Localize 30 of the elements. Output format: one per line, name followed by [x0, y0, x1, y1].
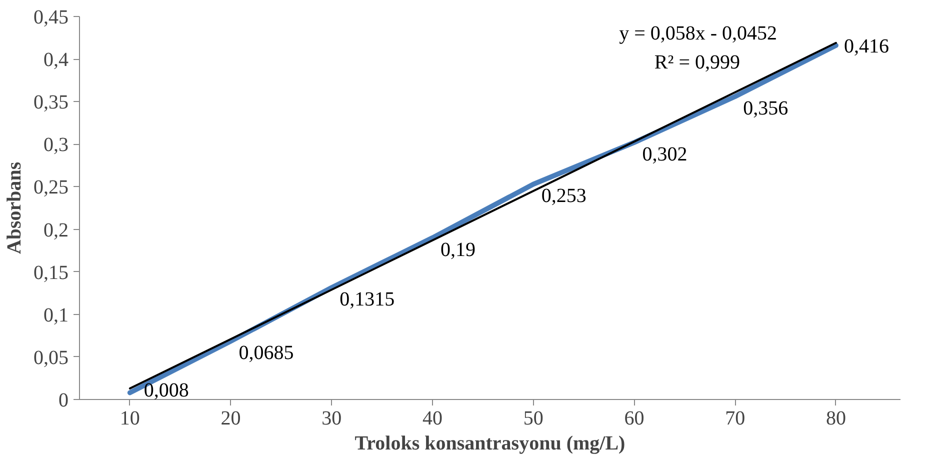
y-tick-label: 0,45 [34, 6, 68, 28]
annotation: y = 0,058x - 0,0452 [619, 22, 778, 45]
y-tick-label: 0,3 [44, 134, 68, 156]
x-tick-label: 40 [422, 408, 443, 430]
annotation: R² = 0,999 [654, 51, 740, 74]
data-label: 0,356 [743, 98, 788, 120]
y-tick-label: 0,1 [44, 304, 68, 326]
x-tick-label: 20 [220, 408, 241, 430]
x-tick-label: 70 [725, 408, 746, 430]
data-label: 0,253 [541, 185, 586, 208]
x-tick-label: 80 [826, 408, 846, 430]
y-tick-label: 0,15 [34, 262, 68, 284]
y-tick-label: 0,05 [34, 346, 68, 369]
y-tick-label: 0,4 [44, 49, 68, 72]
y-tick-label: 0,25 [34, 176, 68, 199]
data-label: 0,008 [144, 380, 189, 402]
data-label: 0,302 [642, 143, 688, 166]
y-tick-label: 0,2 [44, 219, 68, 242]
y-tick-label: 0,35 [34, 92, 68, 114]
y-axis-title: Absorbans [4, 162, 26, 254]
data-label: 0,19 [440, 238, 476, 261]
data-label: 0,1315 [340, 288, 395, 311]
data-label: 0,0685 [238, 342, 294, 364]
x-tick-label: 50 [523, 408, 544, 430]
data-label: 0,416 [844, 35, 889, 58]
x-tick-label: 30 [322, 408, 342, 430]
x-tick-label: 10 [120, 408, 140, 430]
x-tick-label: 60 [624, 408, 644, 430]
x-axis-title: Troloks konsantrasyonu (mg/L) [354, 432, 626, 454]
y-tick-label: 0 [58, 390, 68, 412]
